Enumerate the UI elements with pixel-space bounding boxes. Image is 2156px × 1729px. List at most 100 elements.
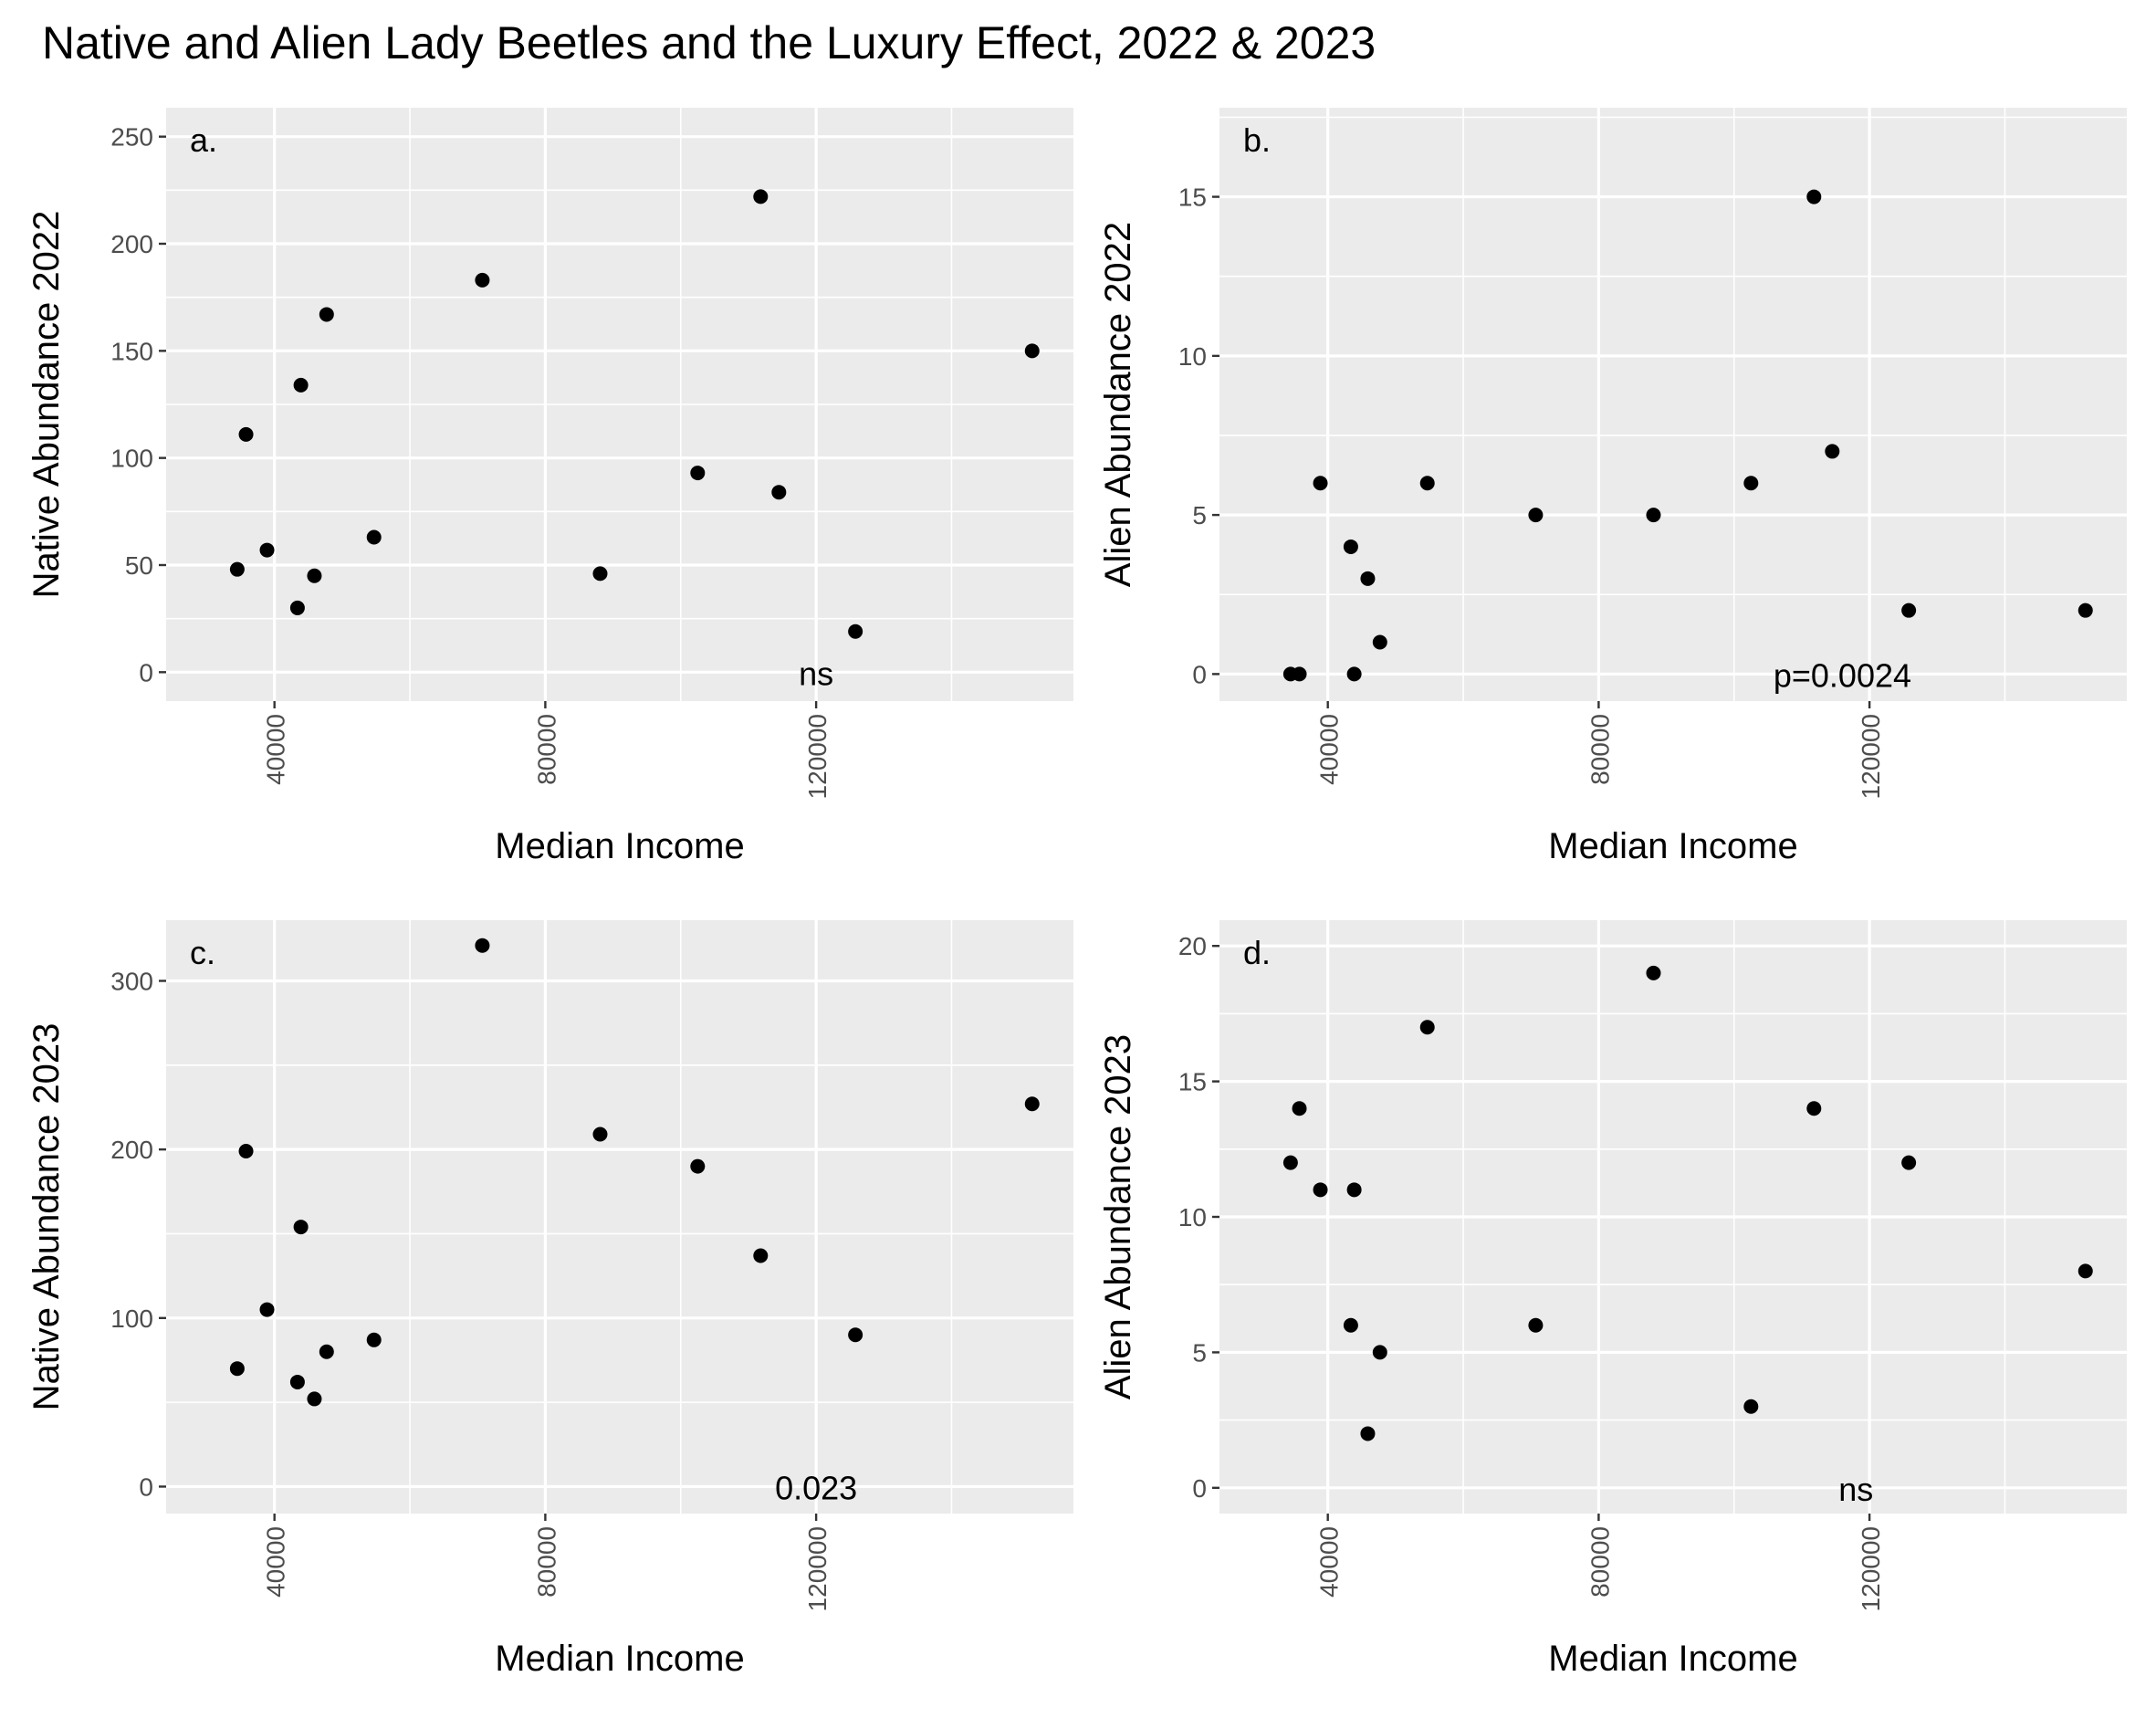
y-tick-label: 150 (110, 337, 153, 365)
data-point (307, 1391, 322, 1407)
data-point (319, 307, 334, 322)
data-point (1282, 1155, 1298, 1170)
data-point (293, 1220, 309, 1235)
data-point (1901, 1155, 1917, 1170)
panel-4: 40000 80000 120000 0 5 10 15 20 d. ns Median Incom… (1098, 920, 2127, 1679)
y-tick-label: 50 (125, 551, 153, 580)
data-point (592, 566, 608, 582)
y-tick-label: 100 (110, 1305, 153, 1333)
data-point (1346, 666, 1362, 682)
data-point (753, 1248, 769, 1263)
data-point (1360, 1426, 1376, 1441)
data-point (259, 542, 275, 558)
data-point (238, 1143, 254, 1158)
data-point (1292, 1101, 1307, 1116)
significance-annotation: 0.023 (775, 1469, 857, 1506)
data-point (1292, 666, 1307, 682)
data-point (1825, 444, 1840, 459)
data-point (1646, 508, 1661, 523)
data-point (1419, 476, 1435, 491)
data-point (1806, 189, 1822, 204)
data-point (289, 600, 305, 615)
data-point (475, 272, 490, 288)
x-tick-label: 80000 (1586, 714, 1614, 785)
data-point (475, 938, 490, 953)
y-tick-label: 10 (1178, 1203, 1207, 1231)
data-point (293, 377, 309, 393)
y-tick-label: 15 (1178, 183, 1207, 212)
y-tick-label: 15 (1178, 1068, 1207, 1096)
data-point (771, 485, 787, 500)
y-axis-title: Alien Abundance 2022 (1098, 222, 1138, 587)
y-axis-title: Native Abundance 2023 (26, 1023, 67, 1411)
x-axis-title: Median Income (1548, 1639, 1797, 1679)
x-tick-label: 120000 (803, 1526, 832, 1611)
data-point (1372, 1345, 1387, 1360)
x-tick-label: 40000 (1315, 1526, 1344, 1598)
data-point (289, 1374, 305, 1389)
y-tick-label: 0 (139, 658, 153, 686)
x-tick-label: 80000 (532, 714, 560, 785)
y-tick-label: 200 (110, 1136, 153, 1164)
data-point (1343, 539, 1358, 554)
significance-annotation: ns (1838, 1471, 1873, 1508)
data-point (1360, 571, 1376, 586)
significance-annotation: p=0.0024 (1774, 656, 1911, 694)
y-tick-label: 10 (1178, 342, 1207, 371)
figure-title: Native and Alien Lady Beetles and the Lu… (42, 17, 1376, 68)
data-point (366, 529, 382, 545)
data-point (319, 1344, 334, 1359)
panel-background (1219, 108, 2127, 701)
data-point (1313, 1182, 1328, 1198)
data-point (1346, 1182, 1362, 1198)
panel-1: 40000 80000 120000 0 50 100 150 200 250 a. ns Media… (26, 108, 1073, 866)
data-point (366, 1332, 382, 1347)
data-point (592, 1126, 608, 1142)
data-point (1646, 965, 1661, 980)
x-tick-label: 40000 (262, 1526, 290, 1598)
data-point (1419, 1020, 1435, 1035)
data-point (229, 1361, 245, 1377)
y-tick-label: 5 (1192, 501, 1207, 529)
y-tick-label: 200 (110, 230, 153, 258)
x-axis-title: Median Income (495, 826, 744, 866)
data-point (1743, 1399, 1759, 1414)
x-tick-label: 40000 (262, 714, 290, 785)
y-tick-label: 20 (1178, 932, 1207, 960)
panel-background (166, 920, 1073, 1514)
x-tick-label: 80000 (1586, 1526, 1614, 1598)
data-point (1024, 343, 1040, 359)
data-point (259, 1302, 275, 1317)
x-axis-title: Median Income (495, 1639, 744, 1679)
data-point (307, 568, 322, 583)
y-axis-title: Native Abundance 2022 (26, 211, 67, 599)
data-point (1806, 1101, 1822, 1116)
data-point (229, 561, 245, 577)
y-tick-label: 250 (110, 123, 153, 152)
data-point (848, 1327, 863, 1343)
x-tick-label: 120000 (1857, 714, 1885, 799)
panel-label: c. (190, 934, 215, 971)
panel-2: 40000 80000 120000 0 5 10 15 b. p=0.0024 Median I… (1098, 108, 2127, 866)
data-point (1313, 476, 1328, 491)
data-point (1528, 508, 1544, 523)
data-point (2078, 603, 2093, 618)
x-axis-title: Median Income (1548, 826, 1797, 866)
x-tick-label: 120000 (1857, 1526, 1885, 1611)
y-tick-label: 100 (110, 445, 153, 473)
panel-label: b. (1243, 121, 1271, 159)
x-tick-label: 80000 (532, 1526, 560, 1598)
data-point (1528, 1317, 1544, 1333)
data-point (848, 623, 863, 639)
y-tick-label: 0 (1192, 660, 1207, 688)
y-axis-title: Alien Abundance 2023 (1098, 1034, 1138, 1399)
y-tick-label: 5 (1192, 1338, 1207, 1367)
panel-label: a. (190, 121, 217, 159)
data-point (1372, 634, 1387, 650)
panel-3: 40000 80000 120000 0 100 200 300 c. 0.023 Median … (26, 920, 1073, 1679)
panel-label: d. (1243, 934, 1271, 971)
x-tick-label: 120000 (803, 714, 832, 799)
data-point (2078, 1263, 2093, 1279)
data-point (1343, 1317, 1358, 1333)
